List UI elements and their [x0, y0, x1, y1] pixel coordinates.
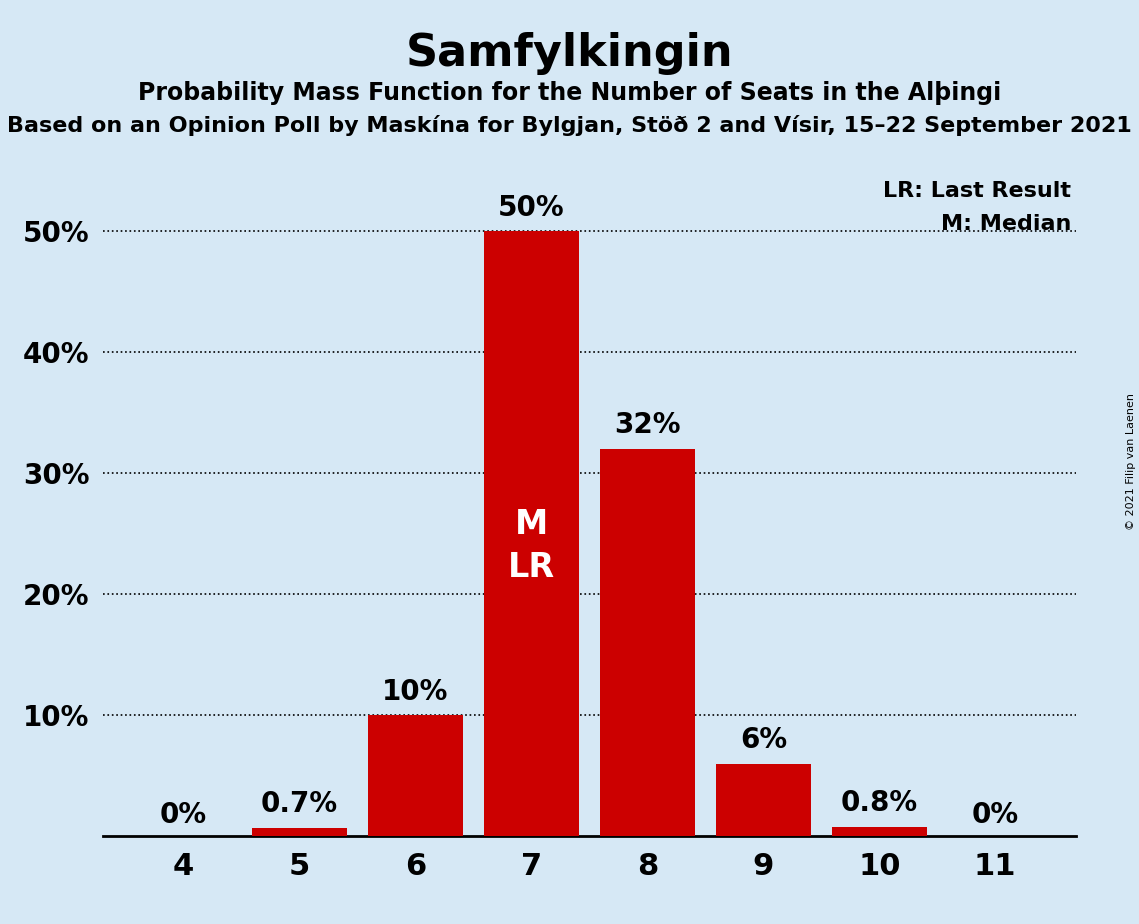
- Text: 6%: 6%: [739, 726, 787, 754]
- Text: © 2021 Filip van Laenen: © 2021 Filip van Laenen: [1126, 394, 1136, 530]
- Text: Samfylkingin: Samfylkingin: [405, 32, 734, 76]
- Bar: [831, 827, 927, 836]
- Text: Probability Mass Function for the Number of Seats in the Alþingi: Probability Mass Function for the Number…: [138, 81, 1001, 105]
- Text: 50%: 50%: [498, 194, 565, 222]
- Text: Based on an Opinion Poll by Maskína for Bylgjan, Stöð 2 and Vísir, 15–22 Septemb: Based on an Opinion Poll by Maskína for …: [7, 116, 1132, 137]
- Bar: [715, 763, 811, 836]
- Text: LR: Last Result: LR: Last Result: [884, 181, 1072, 201]
- Bar: [484, 231, 579, 836]
- Text: 0%: 0%: [161, 801, 207, 829]
- Text: 10%: 10%: [383, 677, 449, 706]
- Bar: [368, 715, 464, 836]
- Bar: [252, 828, 347, 836]
- Text: 0.8%: 0.8%: [841, 789, 918, 817]
- Text: 0.7%: 0.7%: [261, 790, 338, 818]
- Text: 0%: 0%: [972, 801, 1018, 829]
- Text: M: Median: M: Median: [941, 214, 1072, 234]
- Text: 32%: 32%: [614, 411, 681, 440]
- Bar: [600, 449, 695, 836]
- Text: M
LR: M LR: [508, 507, 555, 584]
